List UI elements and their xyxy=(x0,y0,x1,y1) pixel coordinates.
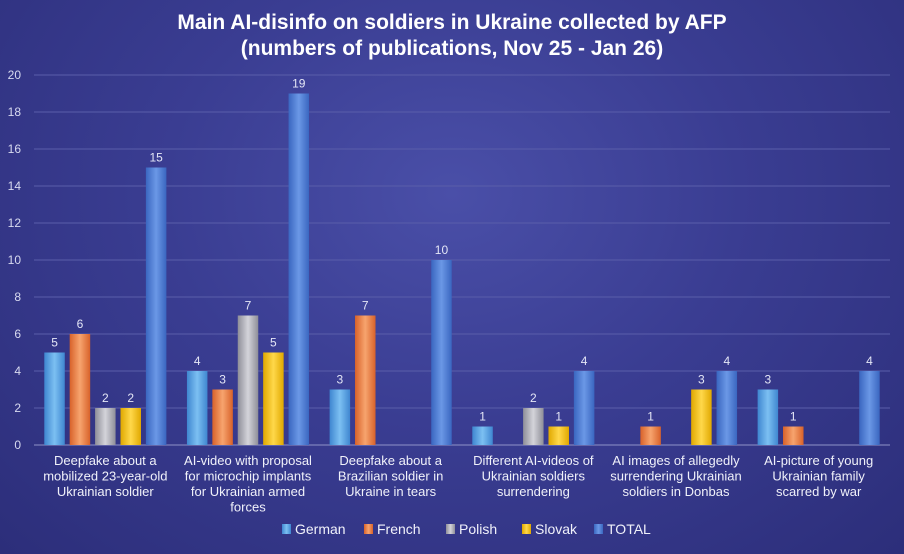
category-label: Deepfake about a Brazilian soldier in Ukra… xyxy=(338,453,444,499)
data-label: 2 xyxy=(530,391,537,405)
data-label: 7 xyxy=(245,299,252,313)
data-label: 1 xyxy=(555,410,562,424)
category-labels: Deepfake about a mobilized 23-year-old Ukr… xyxy=(43,453,873,515)
y-tick-label: 4 xyxy=(14,364,21,378)
bar-german xyxy=(472,426,493,445)
category-label: AI-video with proposal for microchip impl… xyxy=(184,453,312,515)
y-tick-label: 18 xyxy=(8,105,22,119)
data-label: 15 xyxy=(149,151,163,165)
data-label: 2 xyxy=(127,391,134,405)
y-tick-label: 16 xyxy=(8,142,22,156)
data-label: 3 xyxy=(698,373,705,387)
legend-swatch-total xyxy=(594,524,603,534)
bar-slovak xyxy=(263,352,284,445)
bar-polish xyxy=(95,408,116,445)
bar-french xyxy=(355,315,376,445)
data-label: 1 xyxy=(647,410,654,424)
bar-french xyxy=(640,426,661,445)
legend-swatch-polish xyxy=(446,524,455,534)
legend-swatch-french xyxy=(364,524,373,534)
bar-slovak xyxy=(120,408,141,445)
bar-polish xyxy=(523,408,544,445)
bar-german xyxy=(757,389,779,445)
bar-french xyxy=(69,334,91,445)
data-label: 4 xyxy=(866,354,873,368)
data-label: 4 xyxy=(723,354,730,368)
bar-total xyxy=(859,371,880,445)
data-label: 3 xyxy=(337,373,344,387)
category-label: Deepfake about a mobilized 23-year-old Ukr… xyxy=(43,453,167,499)
bar-german xyxy=(186,371,208,445)
legend-label-total: TOTAL xyxy=(607,521,651,537)
legend-label-french: French xyxy=(377,521,421,537)
data-label: 7 xyxy=(362,299,369,313)
bars xyxy=(44,93,880,445)
y-tick-label: 2 xyxy=(14,401,21,415)
data-labels: 5 6 2 2 15 4 3 7 5 19 3 7 10 1 2 1 4 1 3 4 3 1 4 xyxy=(51,77,873,424)
legend: German French Polish Slovak TOTAL xyxy=(282,521,651,537)
data-label: 5 xyxy=(51,336,58,350)
chart-title-line-2: (numbers of publications, Nov 25 - Jan 2… xyxy=(241,37,663,60)
y-axis: 0 2 4 6 8 10 12 14 16 18 20 xyxy=(8,68,22,452)
category-label: Different AI-videos of Ukrainian soldiers… xyxy=(473,453,594,499)
legend-swatch-slovak xyxy=(522,524,531,534)
data-label: 3 xyxy=(765,373,772,387)
legend-label-slovak: Slovak xyxy=(535,521,578,537)
legend-label-polish: Polish xyxy=(459,521,497,537)
y-tick-label: 14 xyxy=(8,179,22,193)
data-label: 1 xyxy=(479,410,486,424)
data-label: 1 xyxy=(790,410,797,424)
y-tick-label: 10 xyxy=(8,253,22,267)
y-tick-label: 6 xyxy=(14,327,21,341)
data-label: 19 xyxy=(292,77,306,91)
legend-swatch-german xyxy=(282,524,291,534)
bar-total xyxy=(716,371,738,445)
bar-slovak xyxy=(691,389,712,445)
bar-total xyxy=(145,167,167,445)
chart-title-line-1: Main AI-disinfo on soldiers in Ukraine c… xyxy=(177,11,726,34)
bar-polish xyxy=(237,315,259,445)
data-label: 3 xyxy=(219,373,226,387)
bar-french xyxy=(783,426,804,445)
data-label: 5 xyxy=(270,336,277,350)
gridlines xyxy=(34,74,890,446)
data-label: 2 xyxy=(102,391,109,405)
y-tick-label: 12 xyxy=(8,216,22,230)
bar-slovak xyxy=(548,426,569,445)
bar-french xyxy=(212,389,233,445)
y-tick-label: 20 xyxy=(8,68,22,82)
legend-label-german: German xyxy=(295,521,346,537)
data-label: 4 xyxy=(194,354,201,368)
bar-german xyxy=(44,352,65,445)
y-tick-label: 0 xyxy=(14,438,21,452)
data-label: 10 xyxy=(435,243,449,257)
bar-total xyxy=(288,93,310,445)
bar-total xyxy=(431,260,452,445)
category-label: AI-picture of young Ukrainian family scarr… xyxy=(764,453,873,499)
data-label: 4 xyxy=(581,354,588,368)
bar-german xyxy=(329,389,351,445)
category-label: AI images of allegedly surrendering Ukrai… xyxy=(610,453,742,499)
data-label: 6 xyxy=(77,317,84,331)
y-tick-label: 8 xyxy=(14,290,21,304)
bar-total xyxy=(573,371,595,445)
